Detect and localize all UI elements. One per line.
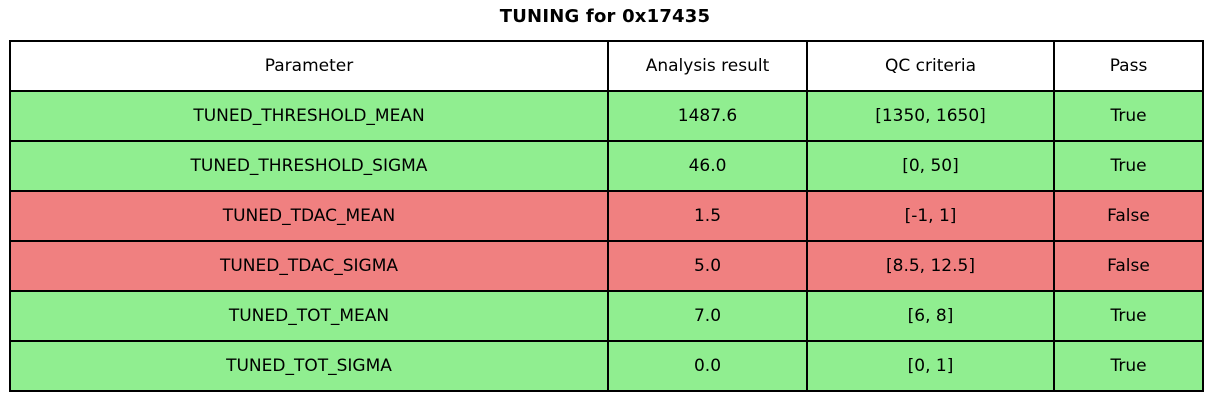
table-row: TUNED_TOT_MEAN 7.0 [6, 8] True bbox=[9, 290, 1204, 342]
table-row: TUNED_TDAC_SIGMA 5.0 [8.5, 12.5] False bbox=[9, 240, 1204, 292]
cell-pass: True bbox=[1053, 90, 1204, 142]
cell-criteria: [8.5, 12.5] bbox=[806, 240, 1055, 292]
table-row: TUNED_THRESHOLD_MEAN 1487.6 [1350, 1650]… bbox=[9, 90, 1204, 142]
cell-criteria: [0, 50] bbox=[806, 140, 1055, 192]
cell-result: 7.0 bbox=[607, 290, 808, 342]
cell-result: 0.0 bbox=[607, 340, 808, 392]
column-header-qc-criteria: QC criteria bbox=[806, 40, 1055, 92]
cell-result: 46.0 bbox=[607, 140, 808, 192]
cell-parameter: TUNED_TDAC_MEAN bbox=[9, 190, 609, 242]
column-header-parameter: Parameter bbox=[9, 40, 609, 92]
header-row: Parameter Analysis result QC criteria Pa… bbox=[9, 40, 1204, 92]
cell-pass: False bbox=[1053, 190, 1204, 242]
cell-pass: False bbox=[1053, 240, 1204, 292]
cell-parameter: TUNED_THRESHOLD_MEAN bbox=[9, 90, 609, 142]
cell-result: 1487.6 bbox=[607, 90, 808, 142]
cell-criteria: [6, 8] bbox=[806, 290, 1055, 342]
table-row: TUNED_THRESHOLD_SIGMA 46.0 [0, 50] True bbox=[9, 140, 1204, 192]
cell-criteria: [1350, 1650] bbox=[806, 90, 1055, 142]
cell-result: 1.5 bbox=[607, 190, 808, 242]
table-row: TUNED_TOT_SIGMA 0.0 [0, 1] True bbox=[9, 340, 1204, 392]
column-header-pass: Pass bbox=[1053, 40, 1204, 92]
cell-pass: True bbox=[1053, 140, 1204, 192]
qc-table: Parameter Analysis result QC criteria Pa… bbox=[9, 40, 1204, 392]
figure-title: TUNING for 0x17435 bbox=[499, 6, 711, 27]
cell-parameter: TUNED_TOT_SIGMA bbox=[9, 340, 609, 392]
cell-result: 5.0 bbox=[607, 240, 808, 292]
table-row: TUNED_TDAC_MEAN 1.5 [-1, 1] False bbox=[9, 190, 1204, 242]
cell-criteria: [0, 1] bbox=[806, 340, 1055, 392]
cell-parameter: TUNED_TOT_MEAN bbox=[9, 290, 609, 342]
column-header-analysis-result: Analysis result bbox=[607, 40, 808, 92]
cell-parameter: TUNED_TDAC_SIGMA bbox=[9, 240, 609, 292]
cell-parameter: TUNED_THRESHOLD_SIGMA bbox=[9, 140, 609, 192]
cell-pass: True bbox=[1053, 340, 1204, 392]
cell-pass: True bbox=[1053, 290, 1204, 342]
cell-criteria: [-1, 1] bbox=[806, 190, 1055, 242]
